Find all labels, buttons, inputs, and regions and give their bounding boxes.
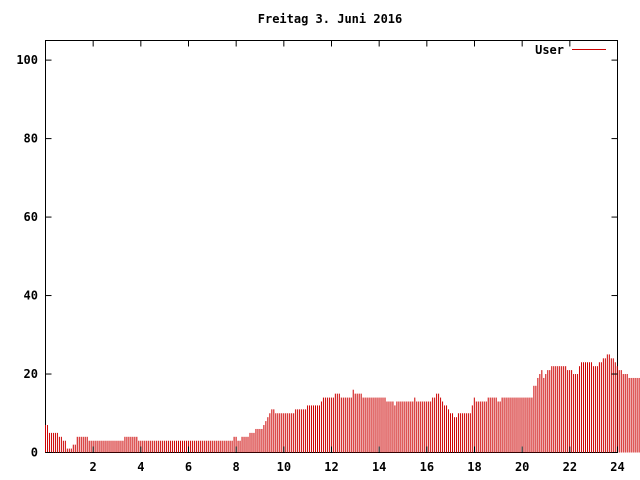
bars-group <box>45 354 640 453</box>
x-tick-label: 18 <box>467 460 481 474</box>
y-tick-label: 0 <box>31 446 38 460</box>
x-tick-label: 24 <box>610 460 624 474</box>
ticks-group <box>45 40 618 453</box>
x-tick-label: 2 <box>90 460 97 474</box>
legend: User <box>535 43 606 57</box>
x-tick-label: 8 <box>233 460 240 474</box>
x-tick-label: 14 <box>372 460 386 474</box>
x-tick-label: 22 <box>563 460 577 474</box>
x-tick-label: 10 <box>277 460 291 474</box>
x-tick-label: 16 <box>420 460 434 474</box>
legend-label: User <box>535 43 564 57</box>
plot-frame <box>45 40 618 453</box>
x-tick-label: 12 <box>324 460 338 474</box>
y-tick-label: 60 <box>24 210 38 224</box>
chart-title: Freitag 3. Juni 2016 <box>258 12 403 26</box>
x-tick-label: 6 <box>185 460 192 474</box>
y-tick-label: 20 <box>24 367 38 381</box>
x-tick-label: 4 <box>137 460 144 474</box>
y-tick-label: 80 <box>24 132 38 146</box>
x-tick-label: 20 <box>515 460 529 474</box>
y-tick-label: 40 <box>24 289 38 303</box>
y-tick-label: 100 <box>16 53 38 67</box>
